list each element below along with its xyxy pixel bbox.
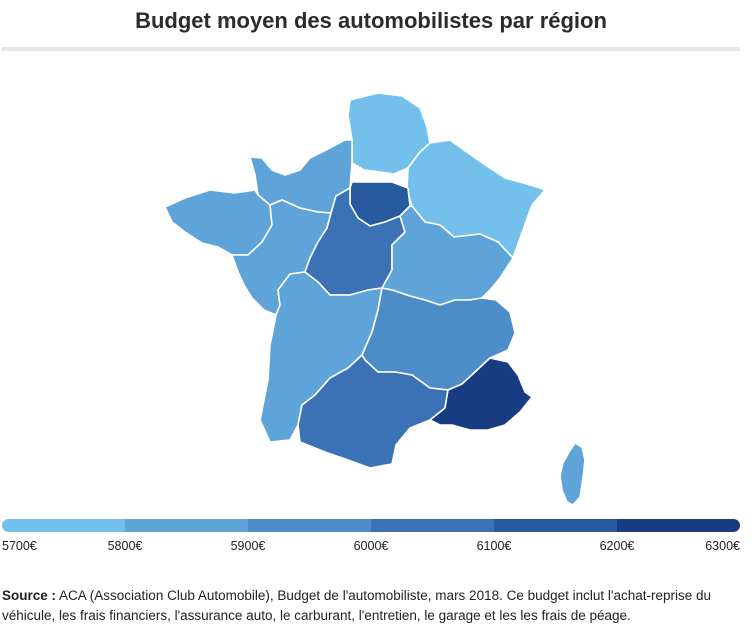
title-divider (2, 47, 740, 51)
color-scale-segment (125, 519, 248, 532)
color-scale-label: 5700€ (2, 539, 37, 553)
region-corse[interactable] (559, 442, 586, 506)
color-scale-segment (494, 519, 617, 532)
color-scale-bar (2, 519, 740, 532)
color-scale-label: 6000€ (353, 539, 389, 553)
source-text: ACA (Association Club Automobile), Budge… (2, 588, 712, 623)
color-scale-label: 6300€ (705, 539, 740, 553)
color-scale-labels: 5700€ 5800€ 5900€ 6000€ 6100€ 6200€ 6300€ (0, 539, 752, 559)
color-scale-label: 5800€ (107, 539, 143, 553)
color-scale-segment (371, 519, 494, 532)
color-scale-segment (2, 519, 125, 532)
region-bretagne[interactable] (164, 189, 273, 256)
color-scale-segment (248, 519, 371, 532)
color-scale-segment (617, 519, 740, 532)
source-label: Source : (2, 588, 57, 603)
color-scale-label: 6200€ (599, 539, 635, 553)
color-scale-label: 6100€ (476, 539, 512, 553)
region-paca[interactable] (429, 357, 533, 431)
france-regions-map (164, 92, 586, 506)
color-scale-label: 5900€ (230, 539, 266, 553)
map-title: Budget moyen des automobilistes par régi… (135, 8, 607, 33)
source-note: Source : ACA (Association Club Automobil… (2, 586, 744, 626)
